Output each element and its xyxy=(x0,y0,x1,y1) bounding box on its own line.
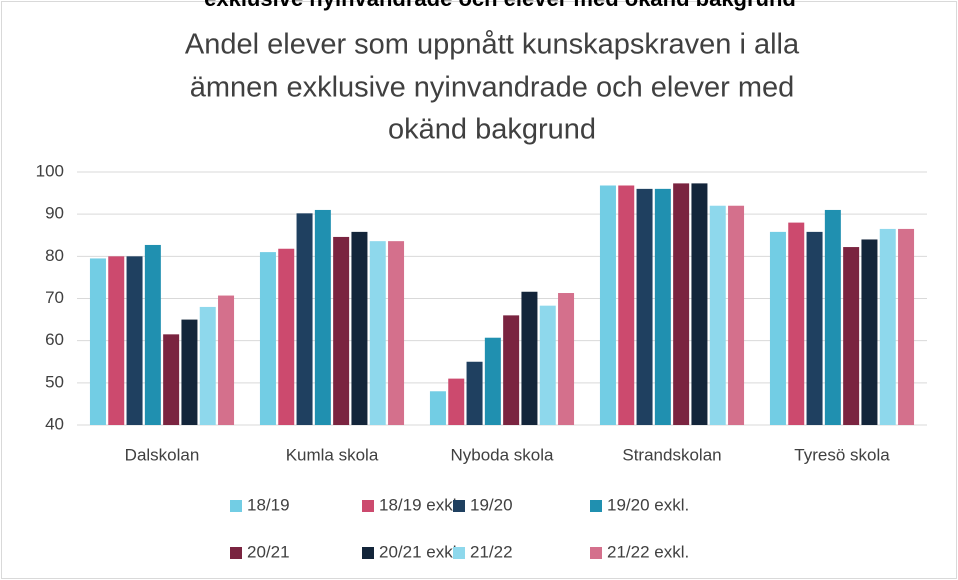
bar xyxy=(163,334,180,425)
legend-label: 19/20 exkl. xyxy=(607,495,689,514)
y-tick-label: 40 xyxy=(45,414,64,433)
x-tick-label: Kumla skola xyxy=(286,445,379,464)
bar xyxy=(126,256,143,425)
caption: exklusive nyinvandrade och elever med ok… xyxy=(204,0,796,11)
bar xyxy=(144,244,161,425)
bar xyxy=(448,378,465,425)
legend-label: 20/21 xyxy=(247,542,290,561)
bar xyxy=(769,231,786,425)
bar xyxy=(314,209,331,425)
legend-label: 18/19 xyxy=(247,495,290,514)
bar xyxy=(824,209,841,425)
bar xyxy=(539,305,556,425)
bar xyxy=(861,239,878,425)
bar xyxy=(521,291,538,425)
bar xyxy=(691,183,708,425)
bar xyxy=(898,228,915,425)
x-tick-label: Strandskolan xyxy=(622,445,721,464)
legend-swatch xyxy=(230,500,242,512)
chart-title: ämnen exklusive nyinvandrade och elever … xyxy=(190,72,795,104)
bar xyxy=(599,185,616,425)
legend-label: 19/20 xyxy=(470,495,513,514)
bar xyxy=(278,248,295,425)
y-tick-label: 100 xyxy=(36,161,64,180)
legend-swatch xyxy=(590,547,602,559)
legend-swatch xyxy=(590,500,602,512)
y-tick-label: 90 xyxy=(45,204,64,223)
bar xyxy=(296,213,313,425)
bar xyxy=(709,205,726,425)
bar xyxy=(89,258,106,425)
bar xyxy=(484,337,501,425)
bar xyxy=(108,256,125,425)
legend-swatch xyxy=(362,547,374,559)
legend-label: 21/22 exkl. xyxy=(607,542,689,561)
bar xyxy=(806,231,823,425)
bar xyxy=(466,361,483,425)
bar xyxy=(259,252,276,425)
x-tick-label: Dalskolan xyxy=(125,445,200,464)
bar xyxy=(199,306,216,425)
bar xyxy=(728,205,745,425)
bar xyxy=(654,188,671,425)
bar xyxy=(218,295,235,425)
bar xyxy=(388,241,405,425)
bar xyxy=(636,188,653,425)
chart-title: Andel elever som uppnått kunskapskraven … xyxy=(185,29,800,61)
legend-swatch xyxy=(362,500,374,512)
bar xyxy=(788,222,805,425)
bar xyxy=(351,231,368,425)
bar xyxy=(369,241,386,425)
legend-label: 20/21 exkl. xyxy=(379,542,461,561)
bar xyxy=(879,228,896,425)
x-tick-label: Nyboda skola xyxy=(450,445,554,464)
legend-swatch xyxy=(230,547,242,559)
chart-title: okänd bakgrund xyxy=(388,114,596,146)
x-tick-label: Tyresö skola xyxy=(794,445,890,464)
y-tick-label: 70 xyxy=(45,288,64,307)
legend-label: 21/22 xyxy=(470,542,513,561)
legend-label: 18/19 exkl. xyxy=(379,495,461,514)
bar xyxy=(503,315,520,425)
y-tick-label: 80 xyxy=(45,246,64,265)
bar xyxy=(673,183,690,425)
bar xyxy=(558,293,575,425)
y-tick-label: 60 xyxy=(45,330,64,349)
bar xyxy=(843,247,860,425)
legend-swatch xyxy=(453,500,465,512)
y-tick-label: 50 xyxy=(45,372,64,391)
bar xyxy=(618,185,635,425)
bar xyxy=(181,319,198,425)
bar xyxy=(429,391,446,425)
bar xyxy=(333,236,350,425)
legend-swatch xyxy=(453,547,465,559)
